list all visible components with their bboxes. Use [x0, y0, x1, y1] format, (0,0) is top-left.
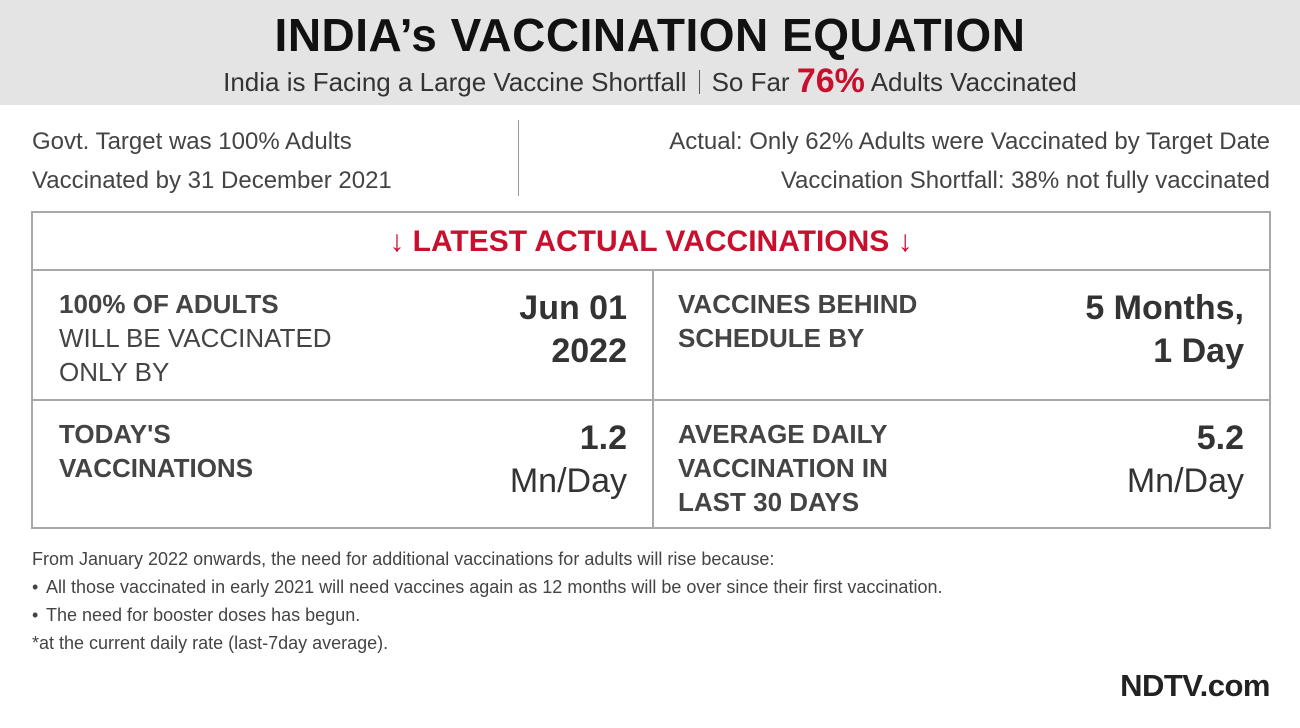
footnote-rate: *at the current daily rate (last-7day av…: [32, 633, 389, 653]
stat-label: AVERAGE DAILY VACCINATION IN LAST 30 DAY…: [678, 417, 888, 519]
stat-label: TODAY'S VACCINATIONS: [59, 417, 253, 485]
panel-row-divider: [33, 399, 1269, 401]
subtitle-percent-value: 76%: [796, 62, 865, 100]
stat-value-line: 5.2: [1196, 419, 1244, 457]
notes-list: All those vaccinated in early 2021 will …: [32, 573, 1262, 629]
stat-value: 5.2 Mn/Day: [1127, 417, 1244, 503]
target-line-2: Vaccinated by 31 December 2021: [32, 167, 392, 194]
stat-cell-todays-vaccinations: TODAY'S VACCINATIONS 1.2 Mn/Day: [59, 417, 627, 523]
stat-cell-full-vaccination-date: 100% OF ADULTS WILL BE VACCINATED ONLY B…: [59, 287, 627, 397]
stat-label-line: LAST 30 DAYS: [678, 487, 860, 517]
page-subtitle: India is Facing a Large Vaccine Shortfal…: [0, 62, 1300, 101]
ndtv-logo: NDTV.com: [1120, 668, 1270, 703]
stat-label-line: SCHEDULE BY: [678, 323, 865, 353]
actual-line-2: Vaccination Shortfall: 38% not fully vac…: [780, 167, 1270, 194]
panel-heading: ↓ LATEST ACTUAL VACCINATIONS ↓: [33, 213, 1269, 271]
stat-label-line: VACCINES BEHIND: [678, 289, 918, 319]
stat-label-line: 100% OF ADULTS: [59, 289, 279, 319]
header-banner: INDIA’s VACCINATION EQUATION India is Fa…: [0, 0, 1300, 105]
subtitle-right-suffix: Adults Vaccinated: [870, 67, 1077, 97]
subtitle-right-prefix: So Far: [711, 67, 790, 97]
subtitle-left: India is Facing a Large Vaccine Shortfal…: [223, 67, 687, 97]
stat-cell-average-daily: AVERAGE DAILY VACCINATION IN LAST 30 DAY…: [678, 417, 1244, 523]
stat-value-line: Mn/Day: [509, 462, 627, 500]
stat-value-line: Jun 01: [519, 289, 627, 327]
stat-label-line: ONLY BY: [59, 357, 170, 387]
stat-value-line: 1.2: [579, 419, 627, 457]
target-info: Govt. Target was 100% Adults Vaccinated …: [32, 122, 502, 200]
stat-label-line: AVERAGE DAILY: [678, 419, 888, 449]
stat-value: 5 Months, 1 Day: [1085, 287, 1244, 373]
stat-label-line: WILL BE VACCINATED: [59, 323, 332, 353]
stat-label-line: VACCINATION IN: [678, 453, 888, 483]
notes-bullet: All those vaccinated in early 2021 will …: [32, 573, 1262, 601]
panel-column-divider: [652, 271, 654, 527]
stat-label: VACCINES BEHIND SCHEDULE BY: [678, 287, 917, 355]
page-title: INDIA’s VACCINATION EQUATION: [274, 9, 1026, 61]
subtitle-separator: [698, 70, 700, 94]
stat-value: 1.2 Mn/Day: [510, 417, 627, 503]
stat-value-line: 5 Months,: [1085, 289, 1244, 327]
stat-label-line: VACCINATIONS: [59, 453, 254, 483]
notes-bullet: The need for booster doses has begun.: [32, 601, 1262, 629]
vaccination-stats-panel: ↓ LATEST ACTUAL VACCINATIONS ↓ 100% OF A…: [31, 211, 1271, 529]
target-line-1: Govt. Target was 100% Adults: [32, 128, 352, 155]
actual-line-1: Actual: Only 62% Adults were Vaccinated …: [669, 128, 1270, 155]
info-divider: [518, 120, 519, 196]
stat-label: 100% OF ADULTS WILL BE VACCINATED ONLY B…: [59, 287, 332, 389]
stat-value-line: 2022: [551, 332, 627, 370]
footnotes: From January 2022 onwards, the need for …: [32, 545, 1262, 657]
actual-info: Actual: Only 62% Adults were Vaccinated …: [570, 122, 1270, 200]
stat-cell-behind-schedule: VACCINES BEHIND SCHEDULE BY 5 Months, 1 …: [678, 287, 1244, 397]
stat-value-line: Mn/Day: [1126, 462, 1244, 500]
stat-label-line: TODAY'S: [59, 419, 171, 449]
stat-value: Jun 01 2022: [519, 287, 627, 373]
stat-value-line: 1 Day: [1153, 332, 1244, 370]
notes-intro: From January 2022 onwards, the need for …: [32, 549, 775, 569]
